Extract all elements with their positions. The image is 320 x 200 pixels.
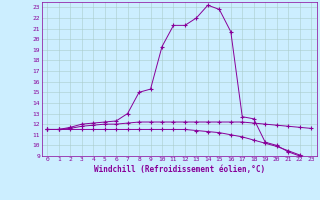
X-axis label: Windchill (Refroidissement éolien,°C): Windchill (Refroidissement éolien,°C) — [94, 165, 265, 174]
